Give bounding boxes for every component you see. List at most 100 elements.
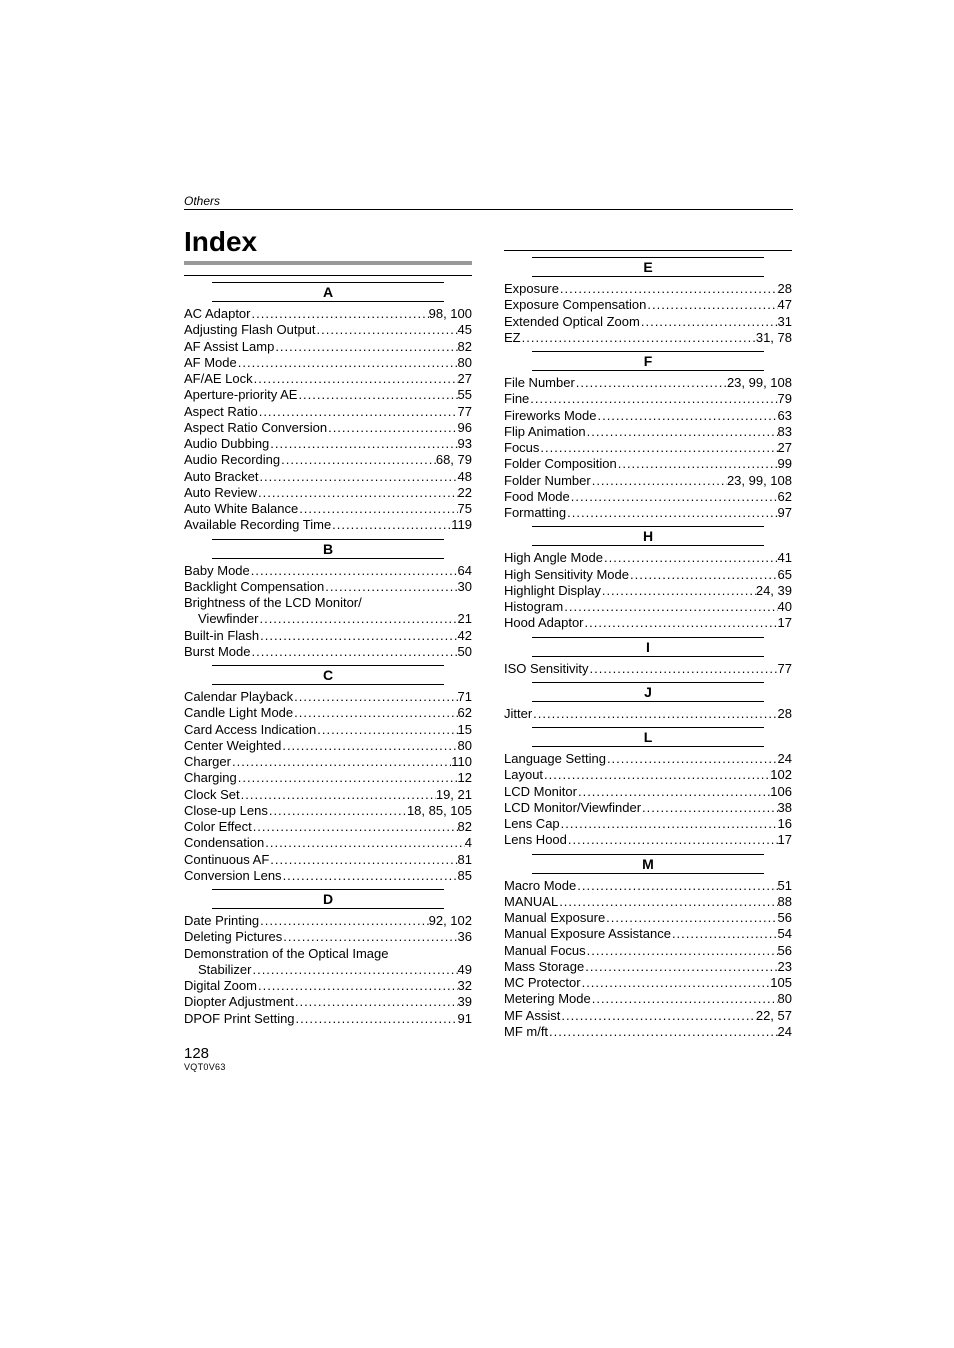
index-entry: Calendar Playback71 <box>184 689 472 705</box>
leader-dots <box>274 339 457 355</box>
index-entry: Mass Storage23 <box>504 959 792 975</box>
leader-dots <box>250 644 457 660</box>
index-term: LCD Monitor/Viewfinder <box>504 800 641 816</box>
index-entry: Aspect Ratio77 <box>184 404 472 420</box>
index-entry: Adjusting Flash Output45 <box>184 322 472 338</box>
index-pages: 32 <box>458 978 472 994</box>
index-term: Baby Mode <box>184 563 250 579</box>
index-pages: 80 <box>458 738 472 754</box>
index-term: Layout <box>504 767 543 783</box>
leader-dots <box>641 800 777 816</box>
index-pages: 40 <box>778 599 792 615</box>
index-pages: 56 <box>778 910 792 926</box>
leader-dots <box>240 787 436 803</box>
leader-dots <box>298 501 457 517</box>
index-letter-header: H <box>532 526 764 546</box>
index-term: Audio Recording <box>184 452 280 468</box>
leader-dots <box>629 567 778 583</box>
index-term: Flip Animation <box>504 424 586 440</box>
index-term: Manual Exposure Assistance <box>504 926 671 942</box>
index-entry: High Sensitivity Mode65 <box>504 567 792 583</box>
index-entry: Built-in Flash42 <box>184 628 472 644</box>
index-term: Metering Mode <box>504 991 591 1007</box>
index-pages: 24 <box>778 751 792 767</box>
leader-dots <box>640 314 778 330</box>
section-top-rule <box>504 250 792 252</box>
index-entry: Center Weighted80 <box>184 738 472 754</box>
index-pages: 88 <box>778 894 792 910</box>
index-term: Built-in Flash <box>184 628 259 644</box>
index-entry: Card Access Indication 15 <box>184 722 472 738</box>
index-entry: High Angle Mode41 <box>504 550 792 566</box>
right-column: EExposure28Exposure Compensation47Extend… <box>504 214 792 1072</box>
index-entries: Date Printing92, 102Deleting Pictures36D… <box>184 913 472 1027</box>
index-term: Candle Light Mode <box>184 705 293 721</box>
index-pages: 96 <box>458 420 472 436</box>
leader-dots <box>584 615 778 631</box>
index-pages: 62 <box>458 705 472 721</box>
index-pages: 47 <box>778 297 792 313</box>
leader-dots <box>548 1024 777 1040</box>
leader-dots <box>539 440 777 456</box>
index-entry: MF m/ft24 <box>504 1024 792 1040</box>
index-term: MANUAL <box>504 894 558 910</box>
leader-dots <box>237 355 458 371</box>
leader-dots <box>282 929 457 945</box>
section-header: Others <box>184 194 793 210</box>
index-entry: Extended Optical Zoom31 <box>504 314 792 330</box>
index-term: Aspect Ratio Conversion <box>184 420 327 436</box>
index-entry: Clock Set19, 21 <box>184 787 472 803</box>
index-entry: EZ31, 78 <box>504 330 792 346</box>
leader-dots <box>251 306 429 322</box>
index-pages: 65 <box>778 567 792 583</box>
index-entry: LCD Monitor/Viewfinder38 <box>504 800 792 816</box>
index-term: Color Effect <box>184 819 252 835</box>
index-term: File Number <box>504 375 575 391</box>
leader-dots <box>532 706 777 722</box>
leader-dots <box>605 910 777 926</box>
index-pages: 21 <box>458 611 472 627</box>
index-term: MF m/ft <box>504 1024 548 1040</box>
index-entry: Manual Exposure56 <box>504 910 792 926</box>
index-pages: 15 <box>458 722 472 738</box>
index-pages: 23, 99, 108 <box>727 473 792 489</box>
index-term: Card Access Indication <box>184 722 316 738</box>
index-term: Charger <box>184 754 231 770</box>
index-entries: Calendar Playback71Candle Light Mode62Ca… <box>184 689 472 884</box>
index-page: Others Index AAC Adaptor98, 100Adjusting… <box>0 0 954 1272</box>
index-entry: AF Assist Lamp82 <box>184 339 472 355</box>
leader-dots <box>258 404 458 420</box>
index-pages: 39 <box>458 994 472 1010</box>
index-entry: Lens Hood17 <box>504 832 792 848</box>
index-pages: 63 <box>778 408 792 424</box>
index-term: Auto Review <box>184 485 257 501</box>
index-entry: Folder Number23, 99, 108 <box>504 473 792 489</box>
index-term: Aperture-priority AE <box>184 387 297 403</box>
index-pages: 36 <box>458 929 472 945</box>
index-entry: Close-up Lens18, 85, 105 <box>184 803 472 819</box>
leader-dots <box>281 738 457 754</box>
index-term: Highlight Display <box>504 583 601 599</box>
index-entry: Audio Recording68, 79 <box>184 452 472 468</box>
leader-dots <box>331 517 451 533</box>
index-pages: 18, 85, 105 <box>407 803 472 819</box>
index-letter-header: L <box>532 727 764 747</box>
leader-dots <box>250 563 458 579</box>
index-entry: Language Setting24 <box>504 751 792 767</box>
leader-dots <box>327 420 457 436</box>
index-entry: Aspect Ratio Conversion 96 <box>184 420 472 436</box>
leader-dots <box>566 505 777 521</box>
index-term: AF Assist Lamp <box>184 339 274 355</box>
index-term: ISO Sensitivity <box>504 661 589 677</box>
index-pages: 30 <box>458 579 472 595</box>
leader-dots <box>671 926 778 942</box>
leader-dots <box>280 452 436 468</box>
index-entry: Baby Mode64 <box>184 563 472 579</box>
index-pages: 41 <box>778 550 792 566</box>
index-term: Macro Mode <box>504 878 576 894</box>
index-term: Available Recording Time <box>184 517 331 533</box>
page-footer: 128 VQT0V63 <box>184 1045 472 1072</box>
index-entry: Flip Animation83 <box>504 424 792 440</box>
index-term: Auto White Balance <box>184 501 298 517</box>
index-letter-header: E <box>532 257 764 277</box>
